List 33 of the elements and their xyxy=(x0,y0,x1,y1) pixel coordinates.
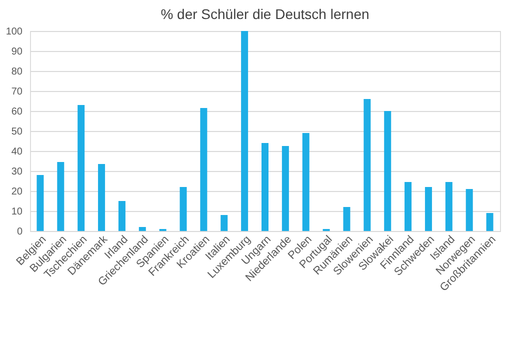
y-tick-label: 50 xyxy=(11,126,23,138)
bar xyxy=(445,182,452,231)
chart-title: % der Schüler die Deutsch lernen xyxy=(160,6,370,22)
bar xyxy=(343,207,350,231)
y-tick-label: 70 xyxy=(11,86,23,98)
bar xyxy=(220,215,228,231)
bar xyxy=(200,108,208,231)
bar xyxy=(36,175,44,231)
bar xyxy=(138,227,146,231)
bar xyxy=(466,189,473,231)
bar xyxy=(424,187,432,231)
bar xyxy=(364,99,371,231)
bar xyxy=(78,105,85,231)
bar xyxy=(98,164,106,231)
bar xyxy=(262,143,268,231)
bar xyxy=(404,182,412,231)
bar xyxy=(384,111,392,231)
bar xyxy=(180,187,187,231)
y-tick-label: 60 xyxy=(11,106,23,118)
y-tick-label: 80 xyxy=(11,66,23,78)
y-tick-label: 10 xyxy=(11,206,23,218)
bar xyxy=(241,31,248,231)
bar xyxy=(57,162,64,231)
y-tick-label: 40 xyxy=(11,146,23,158)
y-tick-label: 30 xyxy=(11,166,23,178)
bar xyxy=(302,133,310,231)
bar xyxy=(282,146,289,231)
y-tick-label: 0 xyxy=(16,226,23,238)
y-tick-label: 20 xyxy=(11,186,23,198)
y-tick-label: 100 xyxy=(6,26,23,38)
bar xyxy=(486,213,494,231)
bar xyxy=(118,201,126,231)
y-tick-label: 90 xyxy=(11,46,23,58)
